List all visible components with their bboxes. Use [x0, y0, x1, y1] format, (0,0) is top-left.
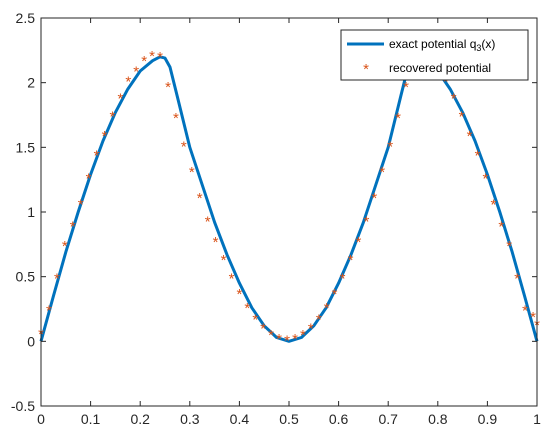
marker-recovered: * — [109, 109, 115, 126]
x-tick-label: 0.3 — [180, 411, 200, 427]
legend-exact-suffix: (x) — [481, 37, 495, 51]
marker-recovered: * — [205, 213, 211, 230]
y-tick-label: 2 — [27, 75, 35, 91]
marker-recovered: * — [355, 234, 361, 251]
marker-recovered: * — [332, 286, 338, 303]
y-tick-label: 1.5 — [16, 139, 36, 155]
marker-recovered: * — [340, 270, 346, 287]
legend-label-exact: exact potential q3(x) — [389, 37, 495, 53]
marker-recovered: * — [506, 238, 512, 255]
marker-recovered: * — [165, 79, 171, 96]
axes: 0 0.1 0.2 0.3 0.4 0.5 0.6 0.7 0.8 0.9 1-0.500.511.… — [11, 10, 541, 427]
marker-recovered: * — [284, 332, 290, 349]
marker-recovered: * — [141, 53, 147, 70]
marker-recovered: * — [300, 327, 306, 344]
x-tick-label: 0.5 — [279, 411, 299, 427]
y-tick-label: 1 — [27, 204, 35, 220]
marker-recovered: * — [125, 74, 131, 91]
marker-recovered: * — [443, 74, 449, 91]
marker-recovered: * — [244, 300, 250, 317]
marker-recovered: * — [292, 331, 298, 348]
marker-recovered: * — [530, 309, 536, 326]
marker-recovered: * — [316, 312, 322, 329]
marker-recovered: * — [475, 147, 481, 164]
marker-recovered: * — [371, 190, 377, 207]
x-tick-label: 0.7 — [378, 411, 398, 427]
x-tick-label: 0.9 — [478, 411, 498, 427]
x-tick-label: 0.8 — [428, 411, 448, 427]
legend-exact-subscript: 3 — [476, 43, 481, 53]
marker-recovered: * — [482, 171, 488, 188]
marker-recovered: * — [459, 109, 465, 126]
marker-recovered: * — [78, 196, 84, 213]
marker-recovered: * — [403, 79, 409, 96]
marker-recovered: * — [387, 138, 393, 155]
marker-recovered: * — [149, 48, 155, 65]
x-tick-label: 0 — [37, 411, 45, 427]
series-line-exact — [39, 55, 539, 343]
marker-recovered: * — [467, 128, 473, 145]
marker-recovered: * — [54, 270, 60, 287]
marker-recovered: * — [46, 303, 52, 320]
marker-recovered: * — [276, 331, 282, 348]
marker-recovered: * — [70, 218, 76, 235]
y-tick-label: 2.5 — [16, 10, 36, 26]
legend-marker-recovered: * — [363, 61, 369, 78]
marker-recovered: * — [324, 300, 330, 317]
marker-recovered: * — [62, 238, 68, 255]
marker-recovered: * — [498, 218, 504, 235]
marker-recovered: * — [348, 252, 354, 269]
legend-exact-main: exact potential q — [389, 37, 476, 51]
marker-recovered: * — [363, 213, 369, 230]
marker-recovered: * — [181, 138, 187, 155]
marker-recovered: * — [260, 321, 266, 338]
x-tick-label: 0.1 — [81, 411, 101, 427]
marker-recovered: * — [490, 196, 496, 213]
marker-recovered: * — [221, 252, 227, 269]
marker-recovered: * — [514, 270, 520, 287]
marker-recovered: * — [86, 171, 92, 188]
marker-recovered: * — [94, 147, 100, 164]
marker-recovered: * — [173, 110, 179, 127]
marker-recovered: * — [308, 321, 314, 338]
marker-recovered: * — [252, 312, 258, 329]
y-tick-label: 0 — [27, 333, 35, 349]
legend-label-recovered: recovered potential — [389, 61, 491, 75]
marker-recovered: * — [157, 49, 163, 66]
marker-recovered: * — [522, 303, 528, 320]
y-tick-label: 0.5 — [16, 269, 36, 285]
x-tick-label: 1 — [533, 411, 541, 427]
x-tick-label: 0.2 — [130, 411, 150, 427]
marker-recovered: * — [379, 164, 385, 181]
marker-recovered: * — [197, 190, 203, 207]
marker-recovered: * — [395, 110, 401, 127]
marker-recovered: * — [451, 90, 457, 107]
marker-recovered: * — [189, 164, 195, 181]
marker-recovered: * — [268, 327, 274, 344]
marker-recovered: * — [117, 90, 123, 107]
x-tick-label: 0.6 — [329, 411, 349, 427]
marker-recovered: * — [102, 128, 108, 145]
x-tick-label: 0.4 — [230, 411, 250, 427]
legend: exact potential q3(x) * recovered potent… — [340, 29, 529, 81]
marker-recovered: * — [213, 234, 219, 251]
marker-recovered: * — [236, 286, 242, 303]
marker-recovered: * — [229, 270, 235, 287]
plot-area: ************** * ************** * * * * * ******… — [38, 48, 540, 349]
y-tick-label: -0.5 — [11, 398, 35, 414]
marker-recovered: * — [133, 63, 139, 80]
legend-box — [340, 29, 529, 81]
